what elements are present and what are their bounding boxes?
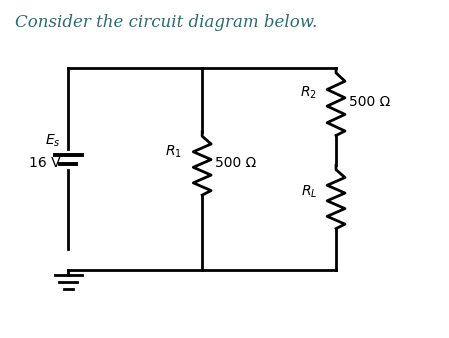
Text: Consider the circuit diagram below.: Consider the circuit diagram below. [15, 15, 317, 31]
Text: $R_2$: $R_2$ [300, 84, 317, 101]
Text: 500 Ω: 500 Ω [348, 95, 390, 109]
Text: $E_s$: $E_s$ [44, 132, 60, 148]
Text: $R_1$: $R_1$ [165, 144, 182, 161]
Text: $R_L$: $R_L$ [301, 183, 317, 199]
Text: 500 Ω: 500 Ω [215, 156, 256, 170]
Text: 16 V: 16 V [29, 156, 60, 170]
